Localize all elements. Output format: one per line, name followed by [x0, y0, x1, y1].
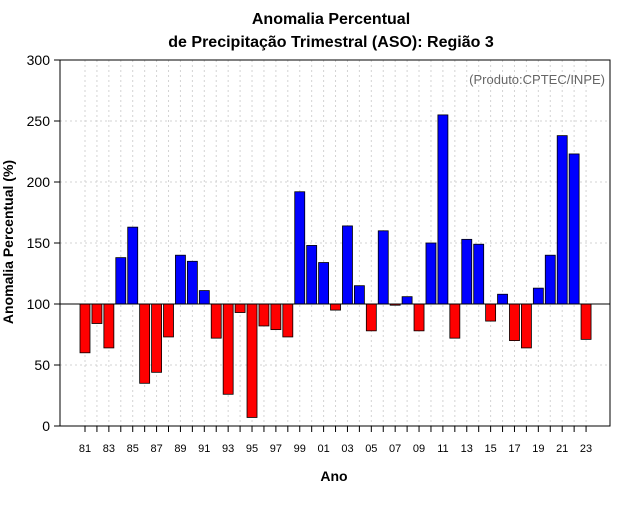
x-tick-label: 91	[198, 443, 210, 455]
bar-2003	[342, 225, 353, 305]
y-tick-label: 150	[27, 235, 51, 251]
bar-2014	[473, 243, 485, 305]
bar-1984	[115, 257, 127, 305]
bar-1986	[139, 303, 151, 384]
bar-1998	[282, 303, 294, 338]
bar-2013	[461, 238, 473, 305]
x-tick-label: 23	[580, 443, 592, 455]
bar-2004	[353, 285, 365, 305]
y-axis: 0 50 100 150 200 250 300	[27, 52, 60, 434]
x-tick-label: 05	[365, 443, 377, 455]
bar-2002	[330, 303, 341, 311]
bar-2015	[485, 303, 497, 322]
bar-2017	[509, 303, 520, 341]
bar-1990	[186, 260, 198, 305]
y-tick-label: 100	[27, 296, 51, 312]
bar-2018	[521, 303, 532, 349]
x-tick-label: 01	[317, 443, 329, 455]
x-tick-label: 11	[437, 443, 448, 455]
bar-1994	[234, 303, 246, 313]
bar-2000	[306, 245, 318, 305]
bar-2005	[365, 303, 377, 332]
y-tick-label: 250	[27, 113, 51, 129]
chart-title-line2: de Precipitação Trimestral (ASO): Região…	[168, 34, 494, 51]
bar-1983	[103, 303, 115, 349]
bar-2016	[497, 293, 508, 305]
x-tick-label: 03	[341, 443, 353, 455]
x-tick-label: 07	[389, 443, 401, 455]
bar-1989	[175, 254, 186, 305]
bar-1993	[222, 303, 234, 395]
x-tick-label: 09	[413, 443, 425, 455]
x-tick-label: 87	[150, 443, 162, 455]
x-tick-label: 89	[174, 443, 186, 455]
x-tick-label: 99	[294, 443, 306, 455]
bar-1981	[79, 303, 91, 354]
chart-title-line1: Anomalia Percentual	[252, 11, 410, 28]
bar-2019	[532, 287, 544, 305]
bar-2023	[580, 303, 592, 340]
bar-1987	[151, 303, 162, 373]
y-tick-label: 300	[27, 52, 51, 68]
bar-1996	[258, 303, 270, 327]
bar-1991	[198, 290, 210, 305]
y-tick-label: 200	[27, 174, 51, 190]
bar-1982	[91, 303, 103, 324]
x-tick-label: 97	[270, 443, 282, 455]
bar-1995	[246, 303, 258, 418]
x-tick-label: 17	[508, 443, 520, 455]
bar-1985	[127, 226, 139, 305]
bar-2020	[544, 254, 556, 305]
bar-2006	[377, 230, 389, 305]
x-tick-label: 85	[127, 443, 139, 455]
bar-1992	[210, 303, 222, 339]
credit-text: (Produto:CPTEC/INPE)	[469, 72, 605, 87]
x-tick-label: 19	[532, 443, 544, 455]
bar-1999	[294, 191, 306, 305]
x-tick-label: 95	[246, 443, 258, 455]
x-tick-label: 93	[222, 443, 234, 455]
bar-2011	[437, 114, 449, 305]
x-tick-label: 15	[484, 443, 496, 455]
bar-2008	[401, 296, 413, 305]
x-tick-label: 21	[556, 443, 568, 455]
y-tick-label: 50	[34, 357, 50, 373]
bar-2010	[425, 242, 437, 305]
bar-1997	[270, 303, 282, 331]
bar-2021	[556, 135, 568, 305]
bar-2022	[568, 153, 580, 305]
bar-2001	[318, 262, 330, 305]
y-axis-label: Anomalia Percentual (%)	[0, 160, 16, 324]
grid	[60, 60, 610, 426]
x-tick-label: 13	[461, 443, 473, 455]
bar-1988	[163, 303, 174, 338]
y-tick-label: 0	[42, 418, 50, 434]
x-axis-label: Ano	[320, 468, 347, 484]
bar-2009	[413, 303, 425, 332]
bar-2012	[449, 303, 461, 339]
x-tick-label: 83	[103, 443, 115, 455]
x-tick-label: 81	[79, 443, 91, 455]
x-axis: 81 83 85 87 89 91 93 95 97 99 01 03 05 07 09 11 13 15 17 19…	[79, 426, 592, 455]
